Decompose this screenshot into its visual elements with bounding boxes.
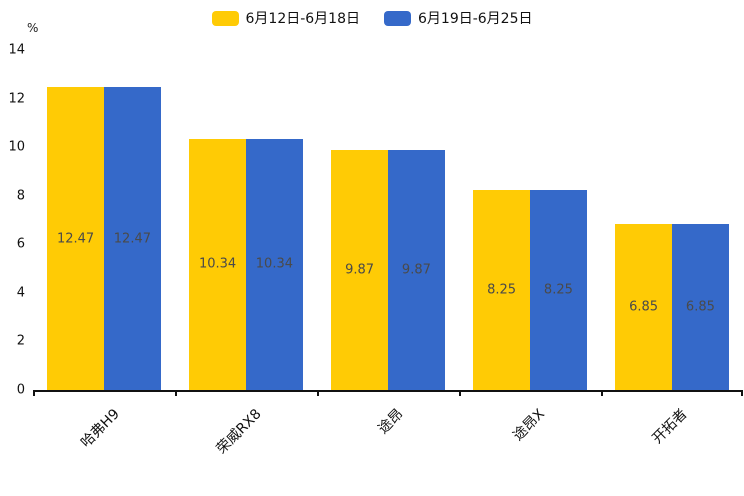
legend-label-week2: 6月19日-6月25日 (418, 11, 533, 27)
bar-value-label: 8.25 (487, 282, 517, 298)
bar-value-label: 9.87 (345, 262, 375, 278)
bar-value-label: 6.85 (685, 299, 715, 315)
bar-group: 10.34 10.34 (175, 50, 317, 390)
legend-swatch-week2-icon (384, 10, 411, 26)
y-tick-label: 12 (8, 91, 25, 107)
x-tick-mark (601, 390, 603, 396)
y-tick-label: 6 (16, 236, 25, 252)
bar: 12.47 (47, 87, 104, 390)
x-category-label: 开拓者 (649, 406, 691, 448)
legend-label-week1: 6月12日-6月18日 (245, 11, 361, 27)
y-tick-label: 10 (8, 139, 25, 155)
bar: 12.47 (104, 87, 161, 390)
x-tick-mark (741, 390, 743, 396)
bar-value-label: 8.25 (543, 282, 573, 298)
x-category-label: 荣威RX8 (213, 406, 265, 458)
bars-area: 12.47 12.47 10.34 10.34 9.87 9.87 8.25 8.25 6.85… (33, 50, 743, 390)
legend-item-week2[interactable]: 6月19日-6月25日 (384, 8, 533, 28)
x-tick-mark (459, 390, 461, 396)
bar-group: 9.87 9.87 (317, 50, 459, 390)
legend-swatch-week1-icon (211, 10, 239, 26)
bar-value-label: 10.34 (255, 256, 293, 272)
y-tick-label: 0 (16, 382, 25, 398)
bar-group: 12.47 12.47 (33, 50, 175, 390)
y-tick-label: 4 (16, 285, 25, 301)
bar-value-label: 9.87 (401, 262, 431, 278)
x-tick-mark (175, 390, 177, 396)
x-axis-labels: 哈弗H9 荣威RX8 途昂 途昂X 开拓者 (33, 390, 743, 457)
y-tick-label: 14 (8, 42, 25, 58)
bar: 8.25 (473, 189, 530, 390)
x-category-label: 途昂X (510, 406, 549, 445)
bar: 6.85 (615, 223, 672, 390)
bar: 9.87 (331, 150, 388, 390)
y-tick-label: 2 (16, 333, 25, 349)
bar: 10.34 (246, 138, 303, 390)
bar: 9.87 (388, 150, 445, 390)
bar-group: 8.25 8.25 (459, 50, 601, 390)
x-category-label: 哈弗H9 (77, 406, 123, 451)
x-tick-mark (317, 390, 319, 396)
y-axis-unit: % (27, 21, 39, 35)
bar: 8.25 (530, 189, 587, 390)
legend: 6月12日-6月18日 6月19日-6月25日 (0, 8, 744, 28)
y-tick-label: 8 (16, 188, 25, 204)
x-tick-mark (33, 390, 35, 396)
legend-item-week1[interactable]: 6月12日-6月18日 (211, 8, 361, 28)
bar: 10.34 (189, 138, 246, 390)
bar: 6.85 (672, 223, 729, 390)
bar-group: 6.85 6.85 (601, 50, 743, 390)
bar-value-label: 6.85 (629, 299, 659, 315)
x-category-label: 途昂 (375, 406, 407, 438)
bar-value-label: 12.47 (113, 231, 151, 247)
plot-area: % 0 2 4 6 8 10 12 14 12.47 12.47 10.34 10.34 9.87 9.… (8, 21, 743, 457)
x-axis-line (33, 390, 743, 392)
bar-value-label: 12.47 (56, 231, 95, 247)
bar-value-label: 10.34 (198, 256, 237, 272)
